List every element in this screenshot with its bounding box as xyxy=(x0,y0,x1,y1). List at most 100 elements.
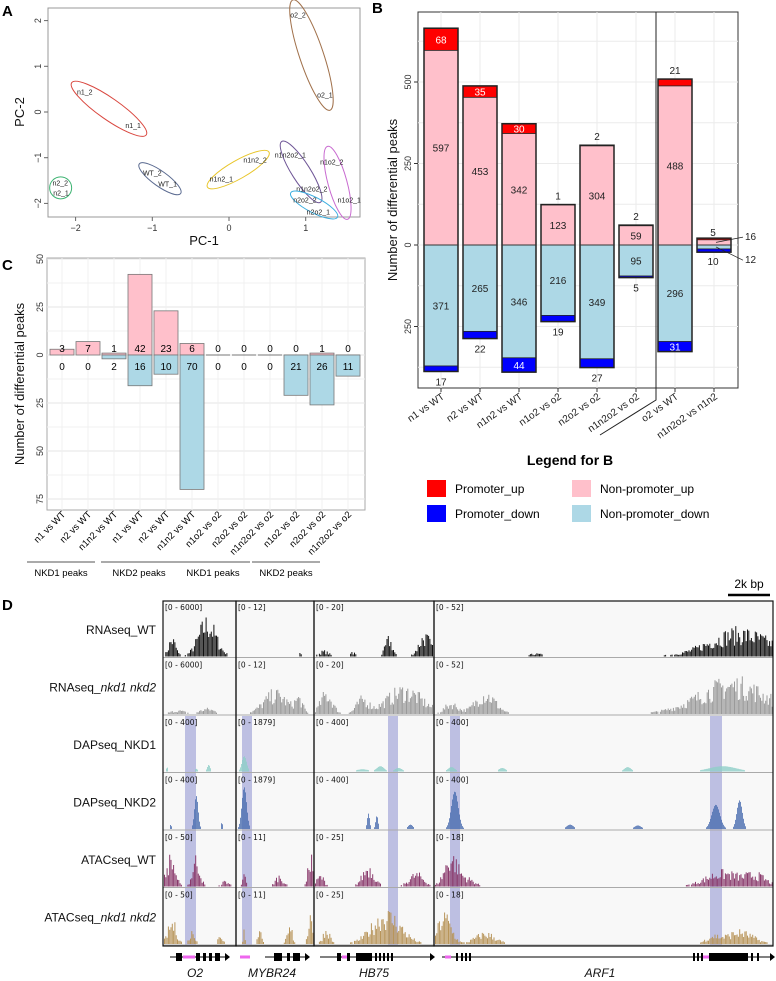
label-nonpromoter-down: 12 xyxy=(745,255,757,266)
gene-utr-marker xyxy=(240,955,250,959)
cluster-ellipse-n2o2 xyxy=(289,190,339,220)
gene-exon xyxy=(356,953,372,961)
gene-utr-marker xyxy=(183,955,195,959)
label-promoter-up: 2 xyxy=(633,212,639,223)
bar-outline xyxy=(462,85,498,340)
label-nonpromoter-up: 16 xyxy=(745,232,757,243)
bar-nonpromoter-down xyxy=(580,245,614,359)
gene-exon xyxy=(215,953,220,961)
cluster-ellipse-n1n2o2 xyxy=(279,140,323,204)
c-y-tick-label: 75 xyxy=(35,494,45,504)
sample-point-label: n1n2o2_2 xyxy=(296,186,327,193)
coverage-signal xyxy=(170,796,223,829)
bar-up xyxy=(127,273,153,356)
cluster-ellipse-n1 xyxy=(70,80,148,137)
sample-point-label: n1n2o2_1 xyxy=(275,152,306,159)
bar-nonpromoter-up xyxy=(502,133,536,245)
coverage-signal xyxy=(356,766,404,772)
bar-up xyxy=(153,310,179,356)
label-nonpromoter-down: 265 xyxy=(472,284,489,295)
label-down: 11 xyxy=(343,362,354,373)
track-range-label: [0 - 400] xyxy=(316,718,348,727)
label-nonpromoter-up: 453 xyxy=(472,167,489,178)
bar-promoter-down xyxy=(579,358,615,368)
track-range-label: [0 - 52] xyxy=(436,661,464,670)
panel-label-a: A xyxy=(2,3,13,20)
sample-point-label: o2_1 xyxy=(317,93,333,100)
bar-promoter-down xyxy=(423,365,459,372)
label-promoter-down: 17 xyxy=(435,377,447,388)
track-range-label: [0 - 1879] xyxy=(238,776,275,785)
legend-swatch xyxy=(427,480,446,497)
sample-point-label: n2o2_2 xyxy=(293,198,316,205)
bar-outline xyxy=(657,78,693,353)
label-promoter-up: 21 xyxy=(669,66,681,77)
cluster-ellipse-n1o2 xyxy=(323,145,352,220)
coverage-signal xyxy=(164,854,232,887)
gene-name: O2 xyxy=(187,966,203,980)
gene-exon xyxy=(751,953,753,961)
legend-swatch xyxy=(427,505,446,522)
gene-exon xyxy=(465,953,467,961)
bar-promoter-down xyxy=(462,330,498,339)
track-range-label: [0 - 50] xyxy=(165,833,193,842)
track-range-label: [0 - 400] xyxy=(436,718,468,727)
coverage-signal xyxy=(299,653,302,657)
gene-exon xyxy=(375,953,377,961)
sample-point-label: n1n2_1 xyxy=(210,177,233,184)
label-promoter-up: 5 xyxy=(710,228,716,239)
label-up: 6 xyxy=(189,344,195,355)
gene-name: MYBR24 xyxy=(248,966,296,980)
bar-nonpromoter-down xyxy=(424,245,458,366)
gene-exon xyxy=(293,953,300,961)
pca-x-tick-label: 0 xyxy=(226,223,231,233)
sample-point-label: n2_2 xyxy=(52,180,68,187)
coverage-signal xyxy=(318,911,422,944)
gene-direction-arrow xyxy=(225,953,230,961)
label-down: 26 xyxy=(316,362,328,373)
bar-nonpromoter-up xyxy=(619,225,653,245)
bar-nonpromoter-down xyxy=(541,245,575,316)
track-label: RNAseq_WT xyxy=(86,623,157,637)
bar-nonpromoter-up xyxy=(541,204,575,245)
bar-outline xyxy=(618,224,654,279)
bar-outline xyxy=(501,122,537,373)
coverage-signal xyxy=(164,922,225,944)
bar-nonpromoter-down xyxy=(619,245,653,276)
scale-bar-label: 2k bp xyxy=(734,577,764,591)
bar-outline xyxy=(579,144,615,369)
legend-item-label: Non-promoter_down xyxy=(600,507,709,521)
label-nonpromoter-up: 342 xyxy=(511,185,528,196)
track-range-label: [0 - 50] xyxy=(165,891,193,900)
coverage-signal xyxy=(167,707,217,714)
label-promoter-up: 35 xyxy=(474,88,486,99)
group-label: NKD2 peaks xyxy=(112,568,166,579)
label-promoter-up: 2 xyxy=(594,132,600,143)
bar-nonpromoter-down xyxy=(697,245,731,249)
legend-swatch xyxy=(572,505,591,522)
nkd-peaks-bar-chart: Number of differential peaks 75 50 25 0 25 50… xyxy=(12,254,366,579)
coverage-signal xyxy=(250,689,309,714)
track-label-prefix: ATACseq_WT xyxy=(81,853,157,867)
gene-exon xyxy=(379,953,381,961)
group-label: NKD2 peaks xyxy=(259,568,313,579)
bar-nonpromoter-up xyxy=(424,50,458,246)
group-label: NKD1 peaks xyxy=(34,568,88,579)
track-range-label: [0 - 400] xyxy=(316,776,348,785)
gene-utr-marker xyxy=(703,955,709,959)
coverage-signal xyxy=(165,617,228,657)
label-nonpromoter-down: 371 xyxy=(433,301,450,312)
cluster-ellipse-WT xyxy=(138,162,182,196)
pca-x-tick-label: −1 xyxy=(147,223,157,233)
gene-exon xyxy=(337,953,341,961)
coverage-signal xyxy=(435,912,768,944)
gene-name: HB75 xyxy=(359,966,389,980)
track-range-label: [0 - 18] xyxy=(436,833,464,842)
sample-point-label: n1o2_2 xyxy=(320,159,343,166)
label-down: 21 xyxy=(290,362,302,373)
track-label-prefix: ATACseq_ xyxy=(44,910,101,924)
legend-swatch xyxy=(572,480,591,497)
gene-direction-arrow xyxy=(430,953,435,961)
bar-nonpromoter-down xyxy=(463,245,497,332)
cluster-ellipse-o2 xyxy=(289,0,334,111)
